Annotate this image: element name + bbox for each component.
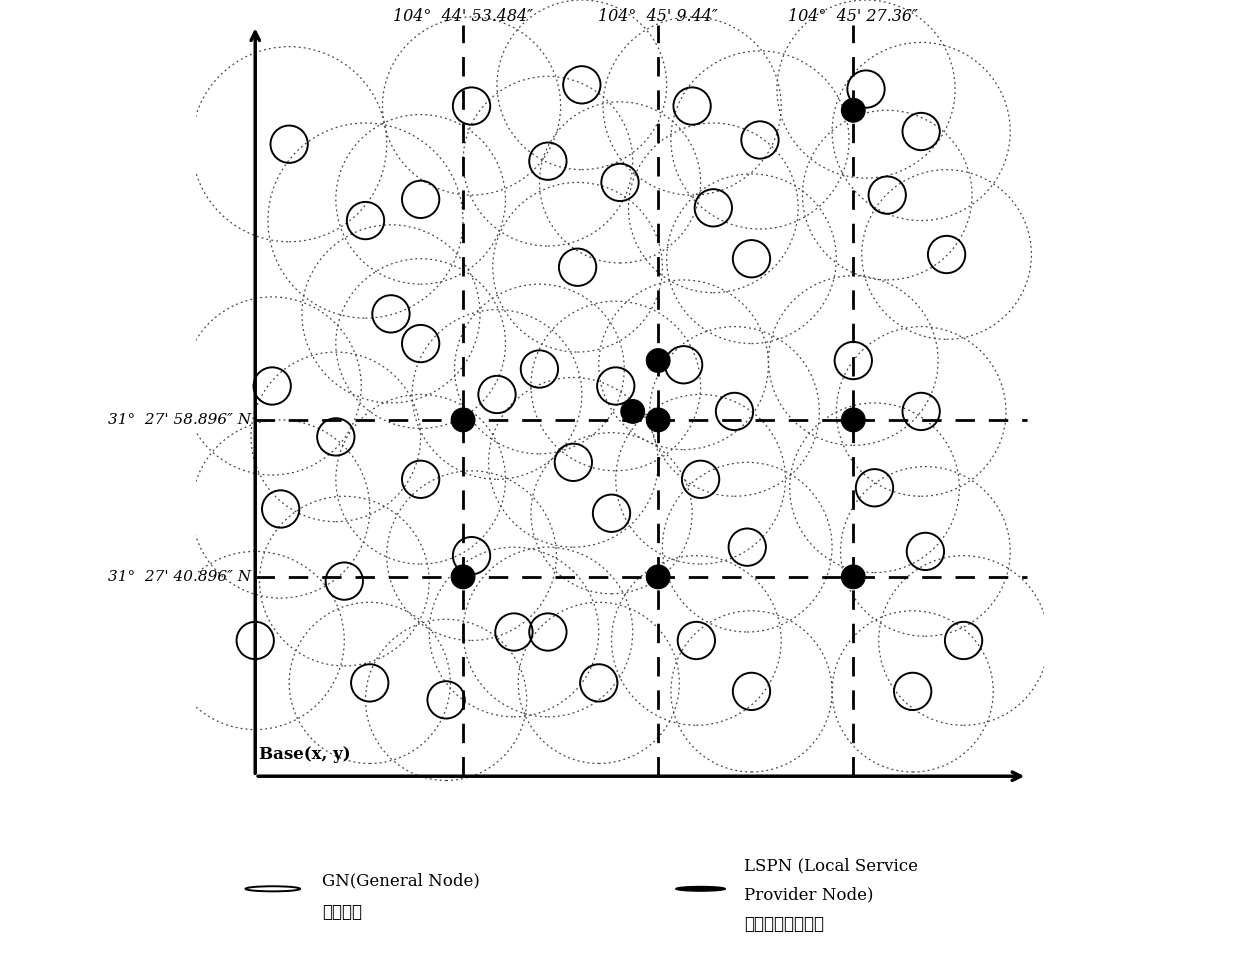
Circle shape bbox=[676, 887, 725, 891]
Text: GN(General Node): GN(General Node) bbox=[322, 872, 480, 889]
Text: 104°  45' 27.36″: 104° 45' 27.36″ bbox=[789, 9, 919, 25]
Circle shape bbox=[646, 565, 670, 589]
Text: Provider Node): Provider Node) bbox=[744, 886, 873, 903]
Text: 区域服务提供节点: 区域服务提供节点 bbox=[744, 915, 825, 932]
Circle shape bbox=[451, 408, 475, 432]
Circle shape bbox=[451, 565, 475, 589]
Text: 104°  44' 53.484″: 104° 44' 53.484″ bbox=[393, 9, 533, 25]
Circle shape bbox=[646, 349, 670, 372]
Text: 31°  27' 40.896″ N: 31° 27' 40.896″ N bbox=[108, 570, 250, 584]
Circle shape bbox=[842, 98, 866, 122]
Text: Base(x, y): Base(x, y) bbox=[259, 746, 351, 763]
Text: LSPN (Local Service: LSPN (Local Service bbox=[744, 857, 918, 874]
Circle shape bbox=[842, 408, 866, 432]
Circle shape bbox=[621, 399, 645, 423]
Text: 104°  45' 9.44″: 104° 45' 9.44″ bbox=[598, 9, 718, 25]
Circle shape bbox=[646, 408, 670, 432]
Text: 31°  27' 58.896″ N: 31° 27' 58.896″ N bbox=[108, 413, 250, 427]
Circle shape bbox=[842, 565, 866, 589]
Text: 普通节点: 普通节点 bbox=[322, 903, 362, 921]
